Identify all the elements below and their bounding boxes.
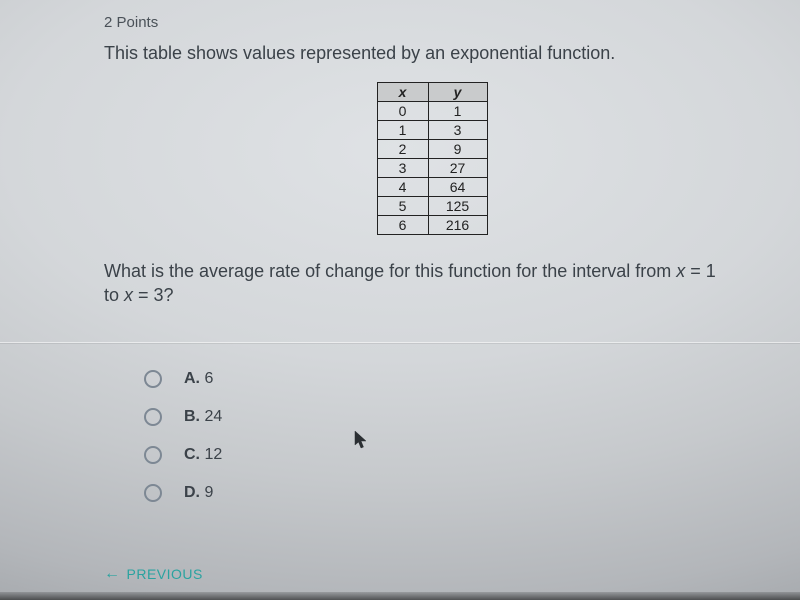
choice-letter: B. [184, 408, 200, 425]
choice-text: 24 [200, 408, 222, 425]
cell-x: 5 [377, 197, 428, 216]
table-row: 464 [377, 178, 487, 197]
radio-icon[interactable] [144, 408, 162, 426]
choice-letter: D. [184, 484, 200, 501]
cell-x: 2 [377, 140, 428, 159]
cell-y: 3 [428, 121, 487, 140]
question-eq2: = 3? [133, 285, 174, 305]
data-table: x y 01 13 29 327 464 5125 6216 [377, 82, 488, 235]
previous-label: PREVIOUS [127, 566, 203, 582]
cell-y: 27 [428, 159, 487, 178]
bottom-edge-shadow [0, 592, 800, 600]
cell-y: 216 [428, 216, 487, 235]
table-row: 01 [377, 102, 487, 121]
answer-choices: A. 6 B. 24 C. 12 D. 9 [144, 370, 760, 502]
radio-icon[interactable] [144, 484, 162, 502]
choice-c[interactable]: C. 12 [144, 446, 760, 464]
table-row: 6216 [377, 216, 487, 235]
cell-x: 0 [377, 102, 428, 121]
cell-x: 1 [377, 121, 428, 140]
table-header-row: x y [377, 83, 487, 102]
choice-letter: A. [184, 370, 200, 387]
choice-a[interactable]: A. 6 [144, 370, 760, 388]
choice-text: 9 [200, 484, 213, 501]
question-line2-pre: to [104, 285, 124, 305]
table-row: 5125 [377, 197, 487, 216]
question-stem: This table shows values represented by a… [104, 43, 760, 64]
choice-text: 6 [200, 370, 213, 387]
cell-x: 6 [377, 216, 428, 235]
table-row: 29 [377, 140, 487, 159]
cell-x: 4 [377, 178, 428, 197]
question-line1-pre: What is the average rate of change for t… [104, 261, 676, 281]
choice-label: A. 6 [184, 370, 213, 388]
question-eq1: = 1 [685, 261, 716, 281]
radio-icon[interactable] [144, 446, 162, 464]
choice-letter: C. [184, 446, 200, 463]
cell-x: 3 [377, 159, 428, 178]
table-header-x: x [377, 83, 428, 102]
question-var1: x [676, 261, 685, 281]
choice-label: C. 12 [184, 446, 222, 464]
cell-y: 125 [428, 197, 487, 216]
points-label: 2 Points [104, 14, 760, 31]
table-header-y: y [428, 83, 487, 102]
choice-d[interactable]: D. 9 [144, 484, 760, 502]
previous-button[interactable]: ← PREVIOUS [104, 566, 203, 582]
choice-label: B. 24 [184, 408, 222, 426]
choice-b[interactable]: B. 24 [144, 408, 760, 426]
arrow-left-icon: ← [104, 566, 121, 582]
radio-icon[interactable] [144, 370, 162, 388]
cell-y: 9 [428, 140, 487, 159]
question-text: What is the average rate of change for t… [104, 259, 760, 308]
question-var2: x [124, 285, 133, 305]
section-divider [0, 342, 800, 344]
data-table-wrap: x y 01 13 29 327 464 5125 6216 [104, 82, 760, 235]
cell-y: 1 [428, 102, 487, 121]
table-row: 327 [377, 159, 487, 178]
choice-label: D. 9 [184, 484, 213, 502]
table-row: 13 [377, 121, 487, 140]
question-page: 2 Points This table shows values represe… [0, 0, 800, 600]
cell-y: 64 [428, 178, 487, 197]
choice-text: 12 [200, 446, 222, 463]
